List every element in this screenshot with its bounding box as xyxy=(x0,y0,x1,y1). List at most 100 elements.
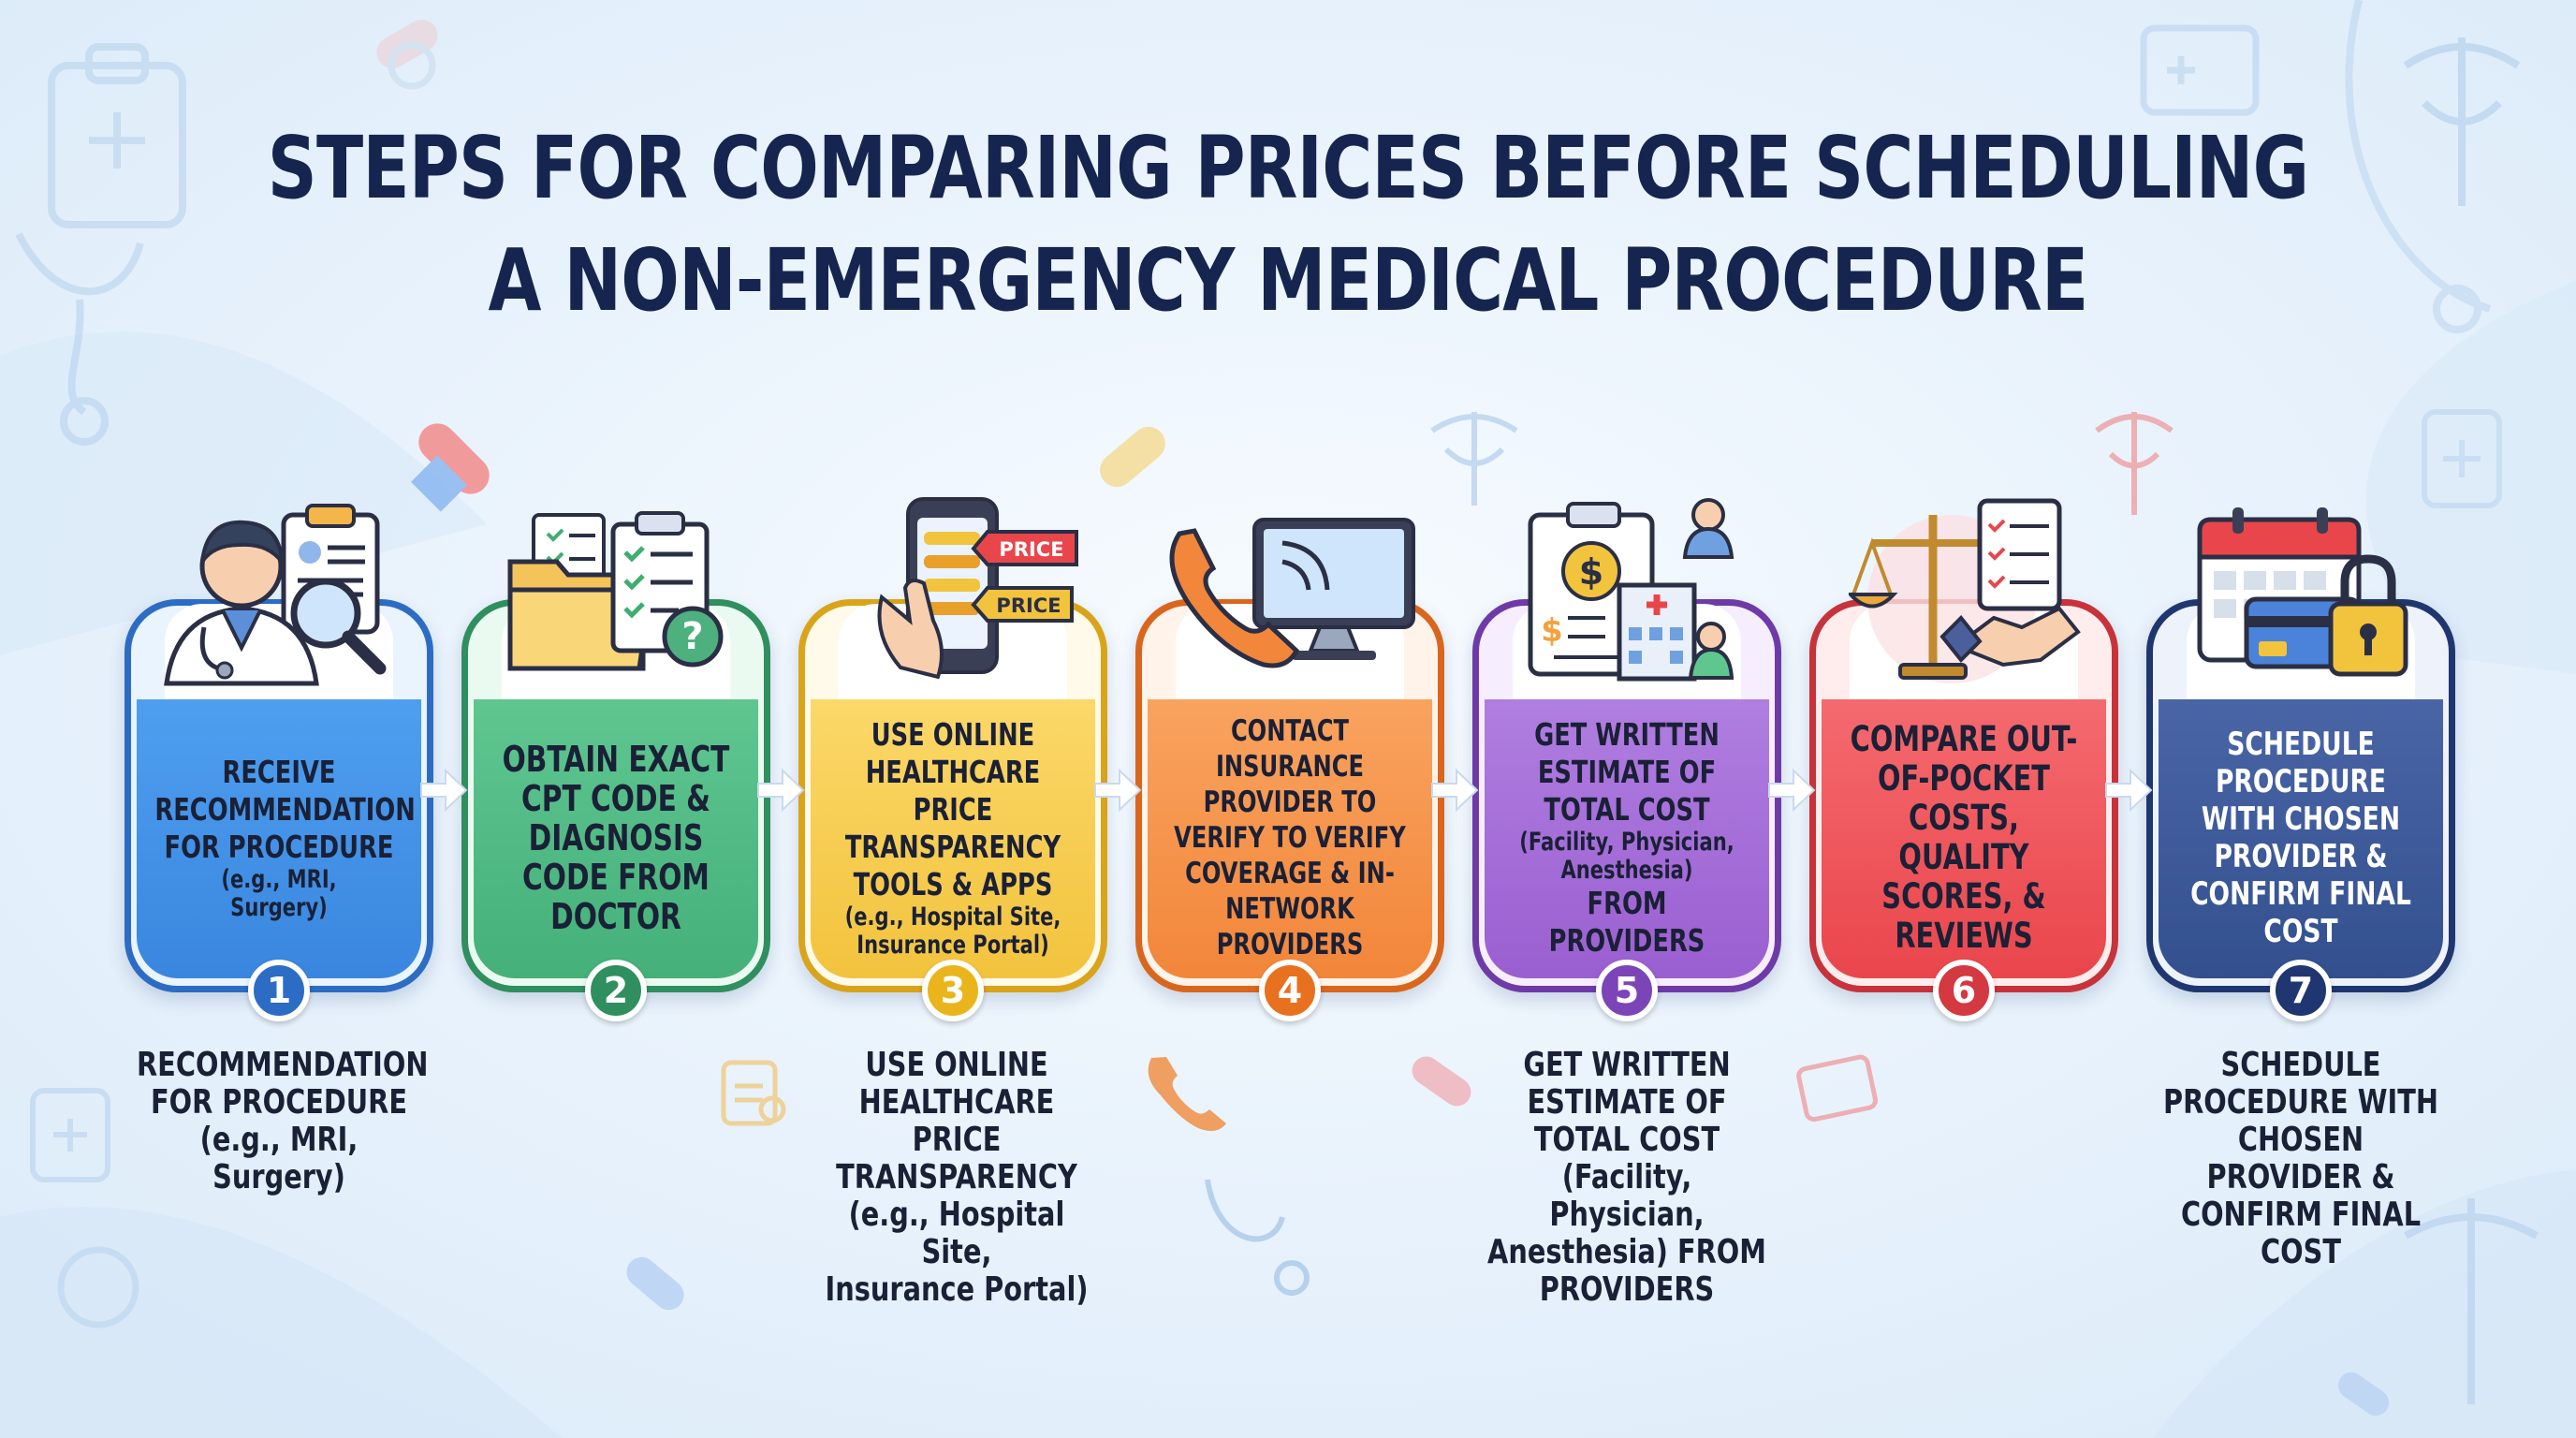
caption-step-3: USE ONLINE HEALTHCARE PRICE TRANSPARENCY… xyxy=(814,1047,1099,1309)
step-text-3: USE ONLINE HEALTHCARE PRICE TRANSPARENCY… xyxy=(816,716,1090,960)
caption-line: TOTAL COST xyxy=(1533,1121,1720,1159)
step-main-text: COMPARE OUT-OF-POCKET COSTS, QUALITY SCO… xyxy=(1850,719,2078,956)
step-main-text: GET WRITTEN ESTIMATE OF TOTAL COST xyxy=(1534,716,1720,828)
arrow-right-icon xyxy=(2105,768,2153,813)
page-title: STEPS FOR COMPARING PRICES BEFORE SCHEDU… xyxy=(257,112,2319,337)
arrow-right-icon xyxy=(757,768,805,813)
card-body xyxy=(2159,699,2443,978)
caption-line: CHOSEN PROVIDER & xyxy=(2206,1121,2395,1196)
card-body xyxy=(1148,699,1432,978)
price-tag-2: PRICE xyxy=(996,594,1061,617)
caption-step-5: GET WRITTEN ESTIMATE OF TOTAL COST (Faci… xyxy=(1485,1047,1769,1309)
step-text-7: SCHEDULE PROCEDURE WITH CHOSEN PROVIDER … xyxy=(2164,726,2437,950)
faint-clipboard-icon xyxy=(48,43,186,228)
caption-line: TRANSPARENCY xyxy=(836,1158,1077,1196)
step-main-text: SCHEDULE PROCEDURE WITH CHOSEN PROVIDER … xyxy=(2190,726,2411,950)
step-main-text: CONTACT INSURANCE PROVIDER TO VERIFY TO … xyxy=(1174,714,1406,961)
step-number-badge: 3 xyxy=(922,960,984,1021)
svg-text:$: $ xyxy=(1541,612,1563,650)
title-line-2: A NON-EMERGENCY MEDICAL PROCEDURE xyxy=(488,230,2089,330)
arrow-right-icon xyxy=(1094,768,1142,813)
caption-line: Anesthesia) FROM xyxy=(1487,1233,1766,1271)
step-number-badge: 5 xyxy=(1596,960,1658,1021)
caption-line: (e.g., MRI, Surgery) xyxy=(199,1121,359,1196)
folder-checklist-question-icon: ? xyxy=(507,511,724,671)
step-number-badge: 2 xyxy=(585,960,647,1021)
pill-icon xyxy=(1412,1056,1471,1107)
stethoscope-icon xyxy=(1205,1179,1310,1296)
step-number-badge: 6 xyxy=(1933,960,1995,1021)
card-body xyxy=(1822,699,2106,978)
step-number-badge: 4 xyxy=(1259,960,1321,1021)
step-sub-text: (e.g., MRI, Surgery) xyxy=(221,865,337,922)
step-main-text-2: FROM PROVIDERS xyxy=(1548,885,1705,959)
card-body xyxy=(137,699,421,978)
caption-line: (e.g., Hospital Site, xyxy=(848,1196,1065,1271)
calendar-card-lock-icon xyxy=(2197,507,2408,677)
caption-step-7: SCHEDULE PROCEDURE WITH CHOSEN PROVIDER … xyxy=(2159,1047,2443,1271)
arrow-right-icon xyxy=(1431,768,1479,813)
svg-text:?: ? xyxy=(681,615,703,658)
step-main-text: OBTAIN EXACT CPT CODE & DIAGNOSIS CODE F… xyxy=(502,739,730,937)
step-text-5: GET WRITTEN ESTIMATE OF TOTAL COST (Faci… xyxy=(1490,716,1764,959)
step-number-badge: 7 xyxy=(2270,960,2332,1021)
scales-handshake-icon xyxy=(1849,498,2081,683)
doctor-clipboard-magnifier-icon xyxy=(164,504,387,686)
step-sub-text: (e.g., Hospital Site, Insurance Portal) xyxy=(844,902,1061,960)
caption-line: SCHEDULE xyxy=(2220,1046,2381,1084)
caption-line: GET WRITTEN xyxy=(1523,1046,1731,1084)
price-tag-icon: PRICE xyxy=(971,530,1078,566)
caption-line: ESTIMATE OF xyxy=(1527,1083,1727,1122)
step-main-text: RECEIVE RECOMMENDATION FOR PROCEDURE xyxy=(154,754,416,865)
arrow-right-icon xyxy=(420,768,468,813)
faint-stethoscope-icon xyxy=(2345,0,2492,333)
step-card-4: CONTACT INSURANCE PROVIDER TO VERIFY TO … xyxy=(1135,599,1444,1021)
price-tag-icon: PRICE xyxy=(971,586,1074,623)
caduceus-icon xyxy=(2404,1198,2539,1404)
caption-line: Insurance Portal) xyxy=(825,1270,1089,1309)
step-card-5: GET WRITTEN ESTIMATE OF TOTAL COST (Faci… xyxy=(1472,599,1781,1021)
caduceus-icon xyxy=(1430,412,1518,506)
pill-icon xyxy=(411,423,490,512)
title-line-1: STEPS FOR COMPARING PRICES BEFORE SCHEDU… xyxy=(267,118,2309,218)
caduceus-icon xyxy=(2403,37,2521,206)
card-body xyxy=(474,699,758,978)
pill-icon xyxy=(2337,1372,2390,1416)
faint-medical-document-icon xyxy=(30,1088,110,1182)
caduceus-icon xyxy=(2095,412,2174,515)
pill-icon xyxy=(1100,426,1165,488)
step-text-2: OBTAIN EXACT CPT CODE & DIAGNOSIS CODE F… xyxy=(479,740,753,936)
step-text-1: RECEIVE RECOMMENDATION FOR PROCEDURE (e.… xyxy=(142,746,416,930)
step-text-6: COMPARE OUT-OF-POCKET COSTS, QUALITY SCO… xyxy=(1827,720,2100,956)
phone-icon xyxy=(1148,1057,1226,1132)
card-body xyxy=(811,699,1095,978)
pill-icon xyxy=(626,1256,684,1311)
caption-line: PROCEDURE WITH xyxy=(2163,1083,2438,1122)
caption-line: RECOMMENDATION xyxy=(137,1046,429,1084)
step-sub-text: (Facility, Physician, Anesthesia) xyxy=(1519,828,1734,885)
caption-line: (Facility, Physician, xyxy=(1549,1158,1705,1234)
phone-computer-icon xyxy=(1169,518,1415,668)
svg-text:$: $ xyxy=(1579,551,1603,593)
faint-medical-document-icon xyxy=(2140,24,2260,116)
caption-line: HEALTHCARE PRICE xyxy=(858,1083,1055,1159)
caption-line: CONFIRM FINAL COST xyxy=(2180,1196,2422,1271)
step-main-text: USE ONLINE HEALTHCARE PRICE TRANSPARENCY… xyxy=(844,716,1061,902)
caption-line: FOR PROCEDURE xyxy=(150,1083,408,1122)
card-body xyxy=(1485,699,1769,978)
estimate-hospital-icon: $ $ xyxy=(1528,498,1734,682)
faint-medical-document-icon xyxy=(2422,409,2502,508)
faint-stethoscope-icon xyxy=(57,1246,139,1328)
faint-stethoscope-icon xyxy=(15,232,144,446)
step-number-badge: 1 xyxy=(248,960,310,1021)
arrow-right-icon xyxy=(1768,768,1816,813)
clipboard-check-icon xyxy=(721,1060,786,1126)
phone-price-tags-icon: PRICE PRICE xyxy=(877,497,1078,680)
caption-step-1: RECOMMENDATION FOR PROCEDURE (e.g., MRI,… xyxy=(137,1046,429,1196)
faint-pill-icon xyxy=(376,20,438,90)
caption-line: PROVIDERS xyxy=(1539,1270,1715,1309)
caption-line: USE ONLINE xyxy=(865,1046,1048,1084)
step-text-4: CONTACT INSURANCE PROVIDER TO VERIFY TO … xyxy=(1153,714,1427,961)
price-tag-1: PRICE xyxy=(999,538,1063,561)
medical-document-icon xyxy=(1796,1054,1879,1123)
